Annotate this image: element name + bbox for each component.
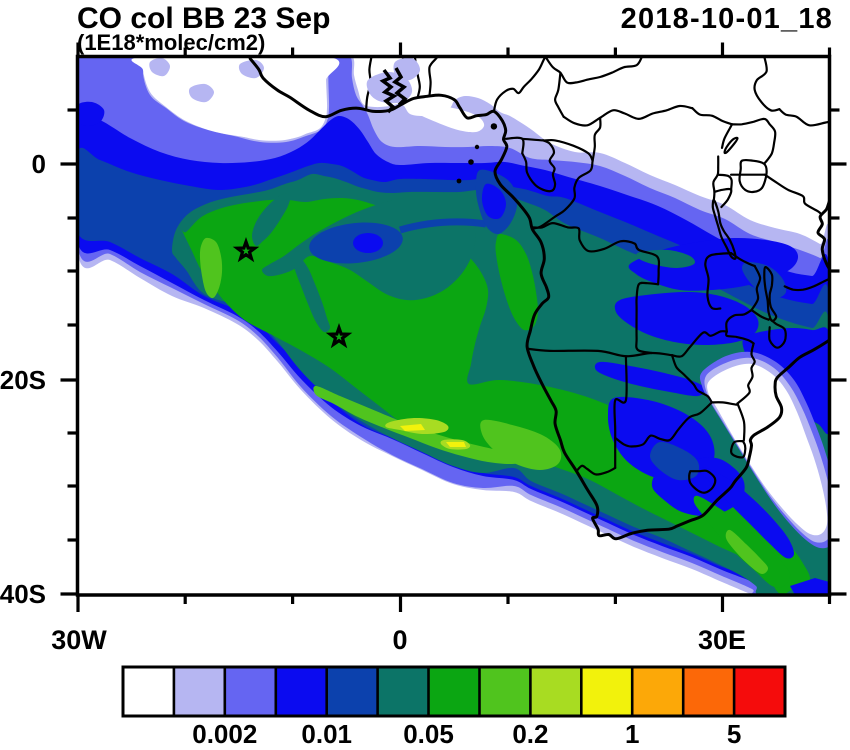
svg-text:0: 0 (32, 149, 46, 179)
svg-text:30W: 30W (51, 625, 107, 655)
svg-text:0.002: 0.002 (192, 719, 257, 749)
svg-text:CO col BB 23 Sep: CO col BB 23 Sep (77, 2, 330, 35)
svg-text:1: 1 (625, 719, 639, 749)
svg-text:5: 5 (727, 719, 741, 749)
svg-text:20S: 20S (0, 365, 46, 395)
svg-text:0: 0 (392, 625, 407, 655)
svg-text:(1E18*molec/cm2): (1E18*molec/cm2) (77, 30, 265, 55)
svg-text:0.2: 0.2 (512, 719, 548, 749)
svg-text:2018-10-01_18: 2018-10-01_18 (621, 3, 833, 35)
svg-text:40S: 40S (0, 579, 46, 609)
svg-text:0.05: 0.05 (403, 719, 454, 749)
svg-text:0.01: 0.01 (301, 719, 352, 749)
svg-text:30E: 30E (698, 625, 746, 655)
